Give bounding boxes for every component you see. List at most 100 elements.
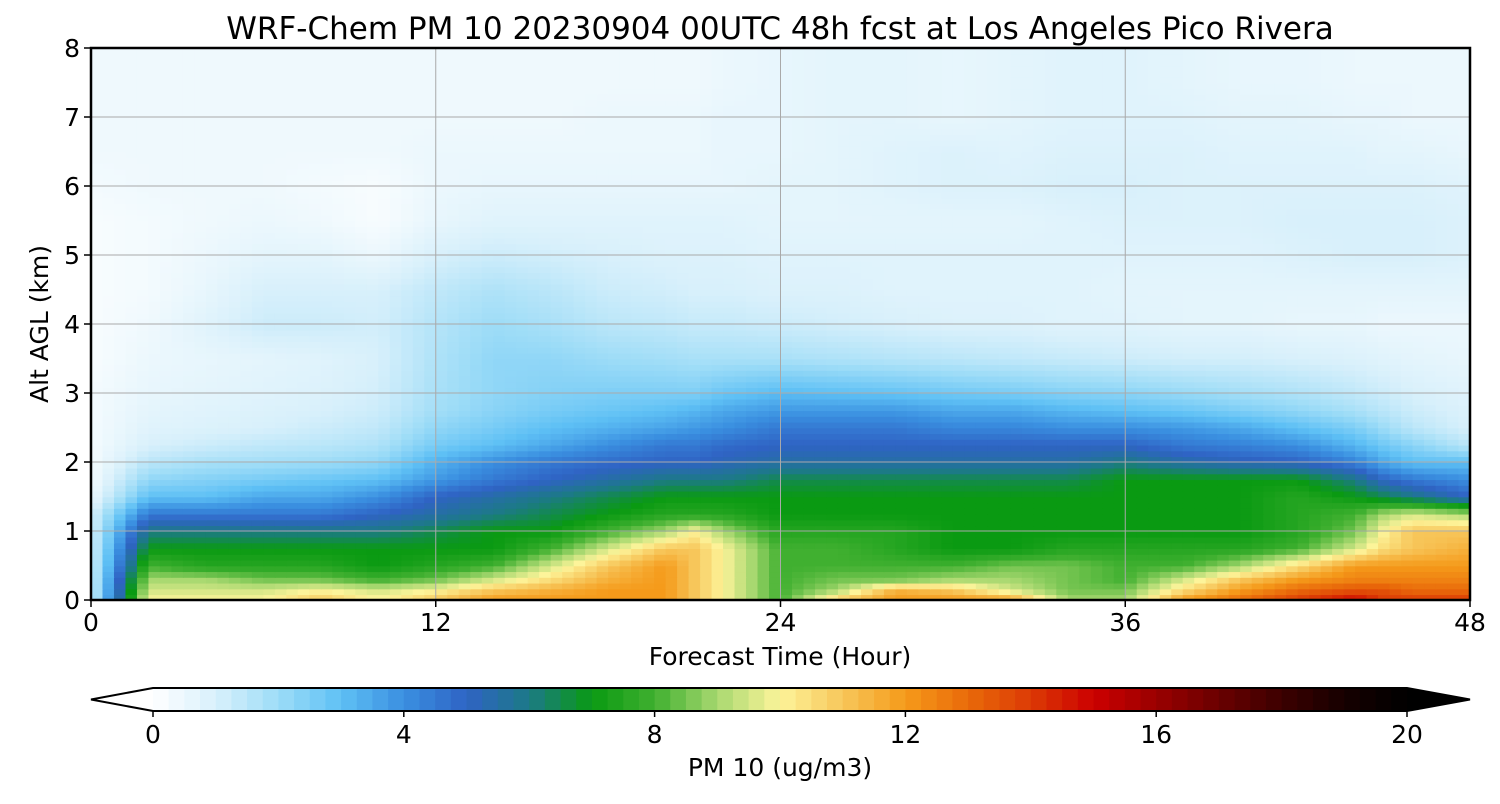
heatmap-cell	[1286, 571, 1299, 578]
heatmap-cell	[1240, 375, 1253, 383]
heatmap-cell	[1217, 542, 1230, 550]
heatmap-cell	[1447, 381, 1460, 389]
heatmap-cell	[642, 462, 655, 469]
heatmap-cell	[1113, 462, 1127, 469]
heatmap-cell	[91, 370, 104, 377]
heatmap-cell	[826, 427, 839, 435]
heatmap-cell	[562, 531, 575, 538]
heatmap-cell	[711, 496, 724, 504]
heatmap-cell	[1171, 536, 1184, 544]
heatmap-cell	[412, 519, 426, 527]
heatmap-cell	[1125, 594, 1138, 600]
heatmap-cell	[550, 519, 563, 527]
heatmap-cell	[1217, 444, 1230, 452]
heatmap-cell	[102, 588, 115, 596]
heatmap-cell	[539, 364, 552, 371]
heatmap-cell	[987, 467, 1000, 475]
heatmap-cell	[194, 387, 207, 394]
heatmap-cell	[102, 571, 115, 578]
heatmap-cell	[493, 502, 506, 509]
heatmap-cell	[550, 571, 563, 578]
heatmap-cell	[1378, 444, 1391, 452]
heatmap-cell	[274, 456, 288, 463]
heatmap-cell	[297, 513, 311, 521]
heatmap-cell	[1447, 479, 1460, 486]
heatmap-cell	[527, 375, 540, 383]
heatmap-cell	[1424, 404, 1437, 412]
heatmap-cell	[493, 444, 506, 452]
heatmap-cell	[435, 513, 449, 521]
heatmap-cell	[585, 450, 598, 458]
heatmap-cell	[182, 502, 196, 509]
heatmap-cell	[470, 577, 483, 584]
heatmap-cell	[1148, 427, 1161, 435]
heatmap-cell	[470, 588, 483, 596]
heatmap-cell	[757, 358, 770, 366]
heatmap-cell	[194, 565, 207, 573]
heatmap-cell	[251, 416, 265, 423]
heatmap-cell	[1171, 473, 1184, 481]
heatmap-cell	[964, 571, 977, 578]
heatmap-cell	[1378, 433, 1391, 440]
heatmap-cell	[964, 565, 977, 573]
heatmap-cell	[194, 594, 207, 600]
heatmap-cell	[585, 467, 598, 475]
heatmap-cell	[1412, 433, 1425, 440]
heatmap-cell	[1389, 513, 1402, 521]
heatmap-cell	[217, 387, 230, 394]
heatmap-cell	[251, 485, 265, 492]
heatmap-cell	[1102, 416, 1115, 423]
heatmap-cell	[91, 364, 104, 371]
heatmap-cell	[1205, 421, 1218, 429]
heatmap-cell	[1021, 485, 1035, 492]
heatmap-cell	[1021, 473, 1035, 481]
heatmap-cell	[1309, 393, 1322, 400]
heatmap-cell	[401, 525, 414, 532]
heatmap-cell	[1263, 571, 1276, 578]
heatmap-cell	[378, 450, 391, 458]
heatmap-cell	[412, 462, 426, 469]
heatmap-cell	[102, 536, 115, 544]
heatmap-cell	[964, 554, 977, 561]
heatmap-cell	[1274, 467, 1287, 475]
heatmap-cell	[837, 502, 851, 509]
heatmap-cell	[136, 559, 150, 567]
heatmap-cell	[619, 433, 632, 440]
heatmap-cell	[1033, 496, 1046, 504]
heatmap-cell	[1136, 485, 1150, 492]
heatmap-cell	[1286, 364, 1299, 371]
heatmap-cell	[263, 531, 276, 538]
heatmap-cell	[860, 427, 874, 435]
heatmap-cell	[688, 519, 701, 527]
heatmap-cell	[1194, 525, 1207, 532]
heatmap-cell	[366, 398, 380, 406]
heatmap-cell	[1343, 462, 1356, 469]
heatmap-cell	[539, 398, 552, 406]
heatmap-cell	[573, 364, 586, 371]
heatmap-cell	[1389, 490, 1402, 498]
heatmap-cell	[1297, 473, 1310, 481]
heatmap-cell	[1182, 364, 1195, 371]
heatmap-cell	[1447, 439, 1460, 446]
heatmap-cell	[1435, 427, 1448, 435]
heatmap-cell	[573, 582, 586, 590]
heatmap-cell	[1182, 467, 1195, 475]
heatmap-cell	[918, 416, 931, 423]
heatmap-cell	[274, 496, 288, 504]
heatmap-cell	[608, 433, 621, 440]
heatmap-cell	[228, 462, 242, 469]
heatmap-cell	[297, 588, 311, 596]
heatmap-cell	[1044, 387, 1058, 394]
heatmap-cell	[998, 416, 1012, 423]
heatmap-cell	[1148, 496, 1161, 504]
heatmap-cell	[814, 513, 828, 521]
heatmap-cell	[274, 536, 288, 544]
heatmap-cell	[320, 571, 334, 578]
heatmap-cell	[757, 525, 770, 532]
heatmap-cell	[677, 490, 690, 498]
heatmap-cell	[1240, 519, 1253, 527]
heatmap-cell	[734, 571, 747, 578]
heatmap-cell	[539, 375, 552, 383]
heatmap-cell	[527, 542, 540, 550]
heatmap-cell	[1182, 559, 1195, 567]
